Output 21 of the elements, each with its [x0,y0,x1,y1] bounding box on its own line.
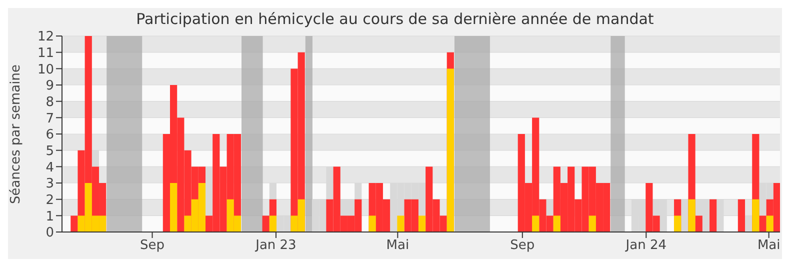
y-tick-label: 9 [46,78,54,94]
x-tick-label: Jan 23 [254,238,296,254]
y-axis-title: Séances par semaine [8,64,24,204]
y-tick-label: 6 [46,128,54,143]
chart-title: Participation en hémicycle au cours de sa dernière année de mandat [135,10,655,28]
y-tick-label: 3 [46,176,54,192]
y-tick-label: 4 [46,160,54,176]
y-tick-label: 12 [37,30,54,45]
y-tick-label: 8 [46,94,54,110]
y-tick-label: 11 [37,46,54,61]
x-tick-label: Sep [140,238,165,254]
y-tick-label: 7 [46,111,54,126]
y-tick-label: 5 [46,144,54,159]
y-tick-label: 10 [37,62,54,78]
x-tick-label: Mai [386,238,410,254]
x-tick-label: Sep [510,238,535,254]
x-tick-label: Jan 24 [624,238,666,254]
y-tick-label: 2 [46,192,54,208]
y-tick-label: 0 [46,226,54,241]
y-tick-label: 1 [46,209,54,224]
x-tick-label: Mai [757,238,780,254]
